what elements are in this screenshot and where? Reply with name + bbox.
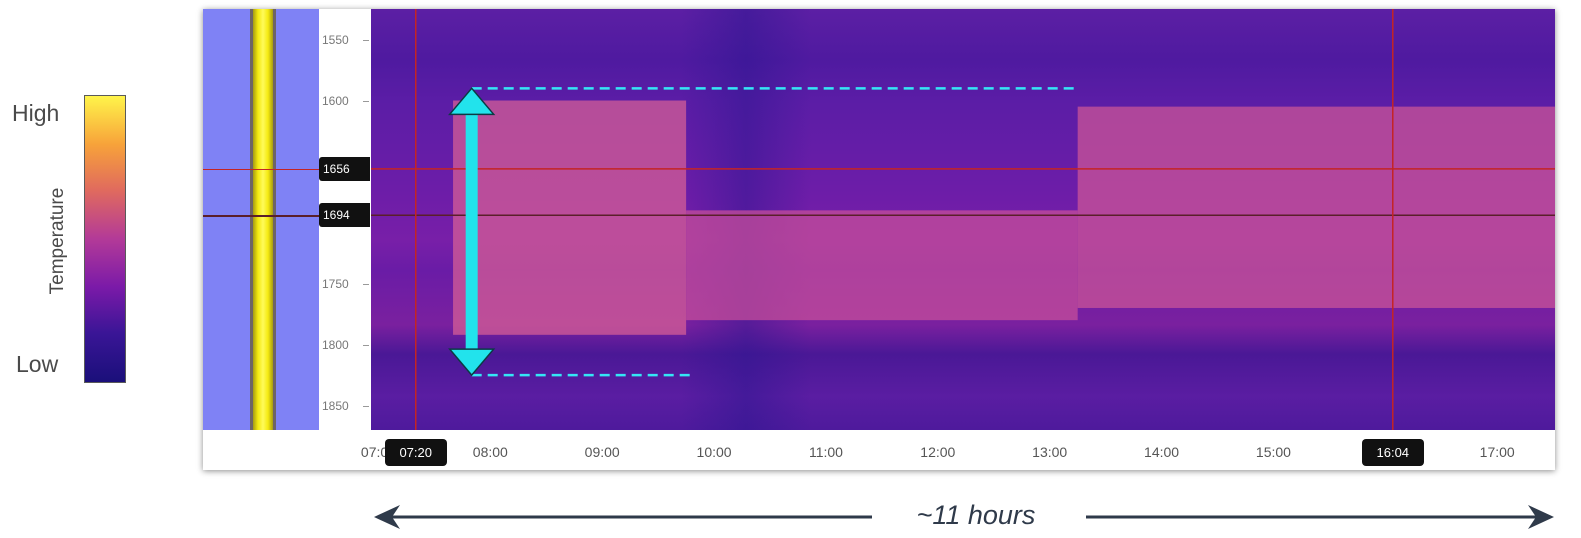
depth-tick-mark — [363, 283, 369, 285]
depth-range-arrowhead — [448, 87, 496, 116]
depth-cursor-label[interactable]: 1694 — [319, 203, 370, 228]
colorbar-high-label: High — [12, 100, 60, 126]
time-tick-label: 11:00 — [808, 444, 843, 460]
time-tick-label: 09:00 — [584, 444, 620, 460]
time-cursor-label[interactable]: 16:04 — [1361, 439, 1424, 466]
wellbore-tubing — [253, 9, 273, 430]
time-axis — [371, 430, 1555, 470]
depth-cursor-label[interactable]: 1656 — [319, 156, 370, 181]
depth-tick-label: 1750 — [322, 276, 349, 291]
depth-cursor-line[interactable] — [203, 168, 319, 171]
depth-cursor-line[interactable] — [203, 215, 319, 217]
time-tick-label: 13:00 — [1032, 444, 1068, 460]
depth-tick-label: 1850 — [322, 398, 349, 413]
time-tick-label: 17:00 — [1479, 444, 1515, 460]
depth-tick-label: 1600 — [322, 93, 349, 108]
time-tick-label: 10:00 — [696, 444, 732, 460]
depth-tick-mark — [363, 100, 369, 102]
depth-tick-label: 1550 — [322, 32, 349, 47]
colorbar — [84, 95, 126, 383]
duration-label: ~11 hours — [916, 500, 1036, 530]
depth-range-arrowhead — [448, 348, 496, 377]
time-tick-label: 12:00 — [920, 444, 956, 460]
time-tick-label: 08:00 — [472, 444, 508, 460]
depth-tick-mark — [363, 405, 369, 407]
temperature-heatmap[interactable] — [371, 9, 1555, 430]
time-cursor-label[interactable]: 07:20 — [384, 439, 447, 466]
time-tick-label: 15:00 — [1255, 444, 1291, 460]
heating-event — [1077, 106, 1555, 308]
depth-tick-mark — [363, 344, 369, 346]
colorbar-low-label: Low — [16, 351, 59, 377]
heating-event — [453, 100, 687, 335]
depth-tick-mark — [363, 39, 369, 41]
time-tick-label: 14:00 — [1144, 444, 1180, 460]
heating-event — [686, 210, 1078, 321]
depth-tick-label: 1800 — [322, 337, 349, 352]
